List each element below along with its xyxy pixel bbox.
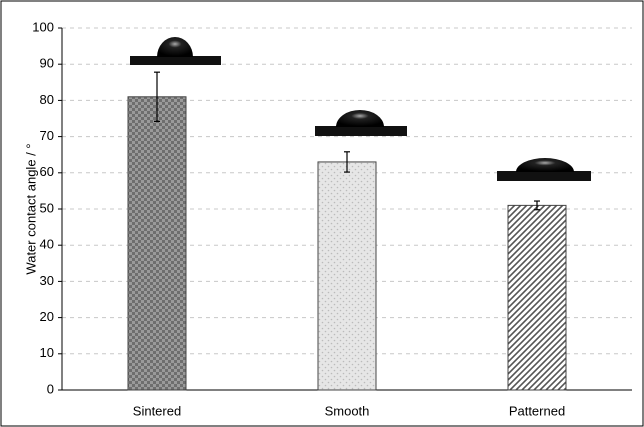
x-tick-label: Smooth [325, 403, 370, 418]
bar [508, 205, 566, 390]
y-tick-label: 80 [40, 92, 54, 107]
bar [128, 97, 186, 390]
bar [318, 162, 376, 390]
droplet [130, 37, 221, 65]
y-tick-label: 20 [40, 309, 54, 324]
chart: Water contact angle / ° 0 10 20 30 40 50 60 70 8… [0, 0, 644, 427]
droplet [315, 110, 407, 136]
x-tick-label: Sintered [133, 403, 181, 418]
x-tick-label: Patterned [509, 403, 565, 418]
y-tick-label: 100 [32, 19, 54, 34]
y-tick-label: 10 [40, 345, 54, 360]
y-tick-label: 70 [40, 128, 54, 143]
droplet [497, 158, 591, 181]
y-tick-label: 60 [40, 164, 54, 179]
y-tick-label: 40 [40, 237, 54, 252]
y-axis-label: Water contact angle / ° [23, 143, 38, 274]
y-tick-label: 30 [40, 273, 54, 288]
y-tick-label: 0 [47, 381, 54, 396]
y-tick-label: 90 [40, 56, 54, 71]
y-tick-label: 50 [40, 200, 54, 215]
